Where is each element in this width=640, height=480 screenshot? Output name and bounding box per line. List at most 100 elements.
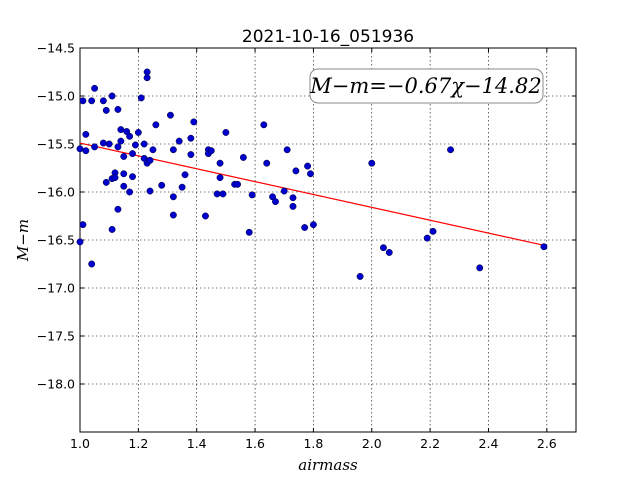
data-point	[207, 147, 215, 155]
x-tick-label: 1.8	[303, 436, 323, 451]
data-point	[146, 187, 154, 195]
data-point	[146, 156, 154, 164]
data-point	[216, 159, 224, 167]
data-point	[166, 111, 174, 119]
data-point	[131, 141, 139, 149]
data-point	[280, 187, 288, 195]
y-tick-label: −17.5	[37, 329, 75, 344]
data-point	[108, 225, 116, 233]
data-point	[149, 146, 157, 154]
data-point	[114, 143, 122, 151]
fit-line	[79, 142, 545, 246]
data-point	[213, 190, 221, 198]
data-point	[368, 159, 376, 167]
data-point	[429, 227, 437, 235]
data-point	[169, 193, 177, 201]
data-point	[169, 211, 177, 219]
data-point	[143, 74, 151, 82]
data-point	[79, 221, 87, 229]
data-point	[79, 97, 87, 105]
y-tick-label: −16.0	[37, 185, 75, 200]
x-tick-label: 1.4	[187, 436, 207, 451]
data-point	[260, 121, 268, 129]
data-point	[292, 167, 300, 175]
data-point	[239, 153, 247, 161]
y-tick-label: −17.0	[37, 281, 75, 296]
data-point	[111, 174, 119, 182]
data-point	[82, 147, 90, 155]
data-point	[222, 129, 230, 136]
data-point	[219, 190, 227, 198]
fit-line-group	[79, 142, 545, 246]
data-point	[88, 97, 96, 105]
grid-lines	[79, 47, 576, 432]
data-point	[304, 162, 312, 170]
annotation-frame	[309, 68, 544, 104]
data-point	[187, 134, 195, 142]
data-point	[301, 224, 309, 231]
x-tick-label: 1.2	[128, 436, 148, 451]
data-point	[114, 205, 122, 213]
data-point	[289, 202, 297, 210]
data-point	[117, 137, 125, 145]
axis-ticks: 1.0 1.2 1.4 1.6 1.8 2.0 2.2 2.4 2.6 −14.5 −15.0 −15…	[37, 41, 576, 451]
data-point	[91, 84, 99, 92]
x-axis-label: airmass	[298, 456, 358, 474]
x-tick-label: 1.6	[245, 436, 265, 451]
data-point	[137, 94, 145, 102]
data-point	[309, 221, 317, 229]
data-point	[245, 228, 253, 236]
data-point	[190, 118, 198, 126]
data-point	[385, 249, 393, 256]
data-point	[114, 105, 122, 113]
data-point	[379, 244, 387, 252]
data-point	[423, 234, 431, 242]
data-point	[117, 126, 125, 134]
data-point	[216, 174, 224, 182]
data-point	[178, 183, 186, 191]
data-point	[263, 159, 271, 167]
data-point	[169, 146, 177, 154]
data-point	[272, 198, 279, 206]
data-point	[289, 194, 297, 202]
data-point	[158, 181, 166, 189]
data-point	[134, 129, 142, 136]
data-point	[202, 212, 209, 220]
data-point	[120, 182, 128, 190]
data-point	[283, 146, 291, 154]
data-point	[234, 180, 242, 188]
x-tick-label: 1.0	[70, 436, 90, 451]
data-point	[181, 171, 189, 179]
data-point	[187, 151, 195, 159]
y-axis-label: M−m	[14, 219, 32, 262]
data-point	[76, 145, 84, 153]
data-point	[120, 170, 128, 178]
data-points	[76, 68, 548, 280]
data-point	[108, 92, 116, 100]
data-point	[152, 121, 160, 129]
data-point	[540, 243, 548, 251]
data-point	[447, 146, 454, 154]
x-tick-label: 2.4	[479, 436, 499, 451]
data-point	[82, 130, 90, 138]
data-point	[99, 139, 107, 147]
data-point	[356, 273, 364, 280]
data-point	[129, 150, 136, 158]
fit-equation: M−m=−0.67χ−14.82	[309, 74, 541, 98]
y-tick-label: −18.0	[37, 377, 75, 392]
data-point	[105, 140, 113, 148]
data-point	[102, 106, 110, 114]
data-point	[126, 188, 134, 196]
x-tick-label: 2.2	[420, 436, 440, 451]
y-tick-label: −14.5	[37, 41, 75, 56]
data-point	[76, 238, 84, 246]
data-point	[143, 68, 151, 76]
data-point	[248, 191, 256, 199]
data-point	[102, 178, 110, 186]
data-point	[88, 260, 96, 268]
data-point	[120, 153, 128, 160]
data-point	[175, 137, 183, 145]
data-point	[476, 264, 484, 272]
annotation-box: M−m=−0.67χ−14.82	[309, 68, 544, 104]
